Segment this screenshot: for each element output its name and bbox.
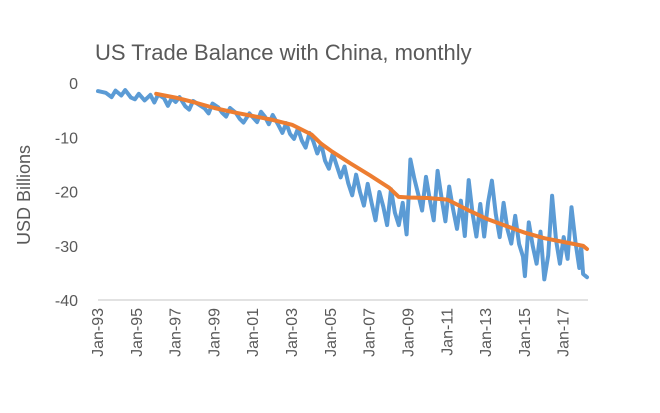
x-tick-label: Jan-99	[206, 308, 223, 357]
x-tick-label: Jan-93	[90, 308, 107, 357]
x-tick-labels: Jan-93 Jan-95 Jan-97 Jan-99 Jan-01 Jan-03 Jan-…	[90, 308, 573, 357]
y-axis-label: USD Billions	[14, 145, 34, 245]
series-line-1	[96, 88, 589, 282]
series-line-2	[154, 91, 589, 251]
x-tick-label: Jan-11	[439, 308, 456, 356]
x-tick-label: Jan-15	[517, 308, 534, 357]
x-tick-label: Jan-07	[362, 308, 379, 357]
x-tick-label: Jan-05	[323, 308, 340, 357]
y-tick-label: 0	[69, 76, 78, 93]
x-tick-label: Jan-03	[284, 308, 301, 357]
series-layer	[96, 88, 589, 282]
y-tick-label: -40	[55, 293, 78, 310]
y-tick-label: -30	[55, 239, 78, 256]
chart-title: US Trade Balance with China, monthly	[95, 40, 472, 65]
x-tick-label: Jan-01	[245, 308, 262, 357]
x-tick-label: Jan-09	[400, 308, 417, 357]
x-tick-label: Jan-97	[168, 308, 185, 357]
y-tick-label: -10	[55, 130, 78, 147]
x-tick-label: Jan-95	[129, 308, 146, 357]
y-tick-label: -20	[55, 185, 78, 202]
x-tick-label: Jan-13	[478, 308, 495, 357]
x-tick-label: Jan-17	[556, 308, 573, 357]
y-tick-labels: 0 -10 -20 -30 -40	[55, 76, 78, 310]
